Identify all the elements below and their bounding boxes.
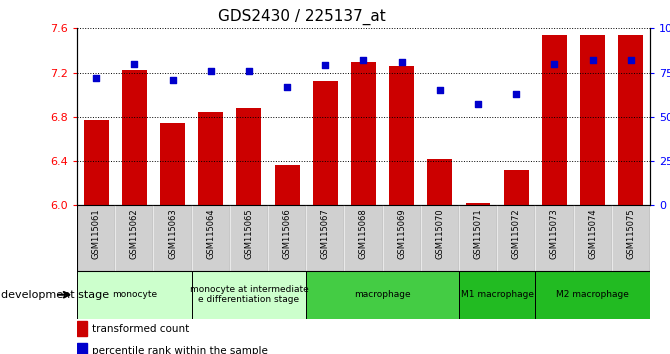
Bar xyxy=(459,271,535,319)
Bar xyxy=(459,205,497,271)
Bar xyxy=(542,35,567,205)
Bar xyxy=(618,35,643,205)
Text: GSM115073: GSM115073 xyxy=(550,209,559,259)
Point xyxy=(435,87,446,93)
Bar xyxy=(237,108,261,205)
Point xyxy=(397,59,407,65)
Bar xyxy=(153,205,192,271)
Text: macrophage: macrophage xyxy=(354,290,411,299)
Text: M2 macrophage: M2 macrophage xyxy=(556,290,629,299)
Point xyxy=(473,102,484,107)
Point xyxy=(91,75,102,81)
Bar xyxy=(344,205,383,271)
Bar xyxy=(198,113,223,205)
Bar xyxy=(275,166,299,205)
Text: GSM115071: GSM115071 xyxy=(474,209,482,259)
Point xyxy=(358,57,369,63)
Bar xyxy=(535,205,574,271)
Text: monocyte at intermediate
e differentiation stage: monocyte at intermediate e differentiati… xyxy=(190,285,308,304)
Text: GSM115065: GSM115065 xyxy=(245,209,253,259)
Bar xyxy=(574,205,612,271)
Text: development stage: development stage xyxy=(1,290,109,299)
Point xyxy=(626,57,636,63)
Text: GSM115061: GSM115061 xyxy=(92,209,100,259)
Bar xyxy=(77,271,192,319)
Text: GSM115066: GSM115066 xyxy=(283,209,291,259)
Text: monocyte: monocyte xyxy=(112,290,157,299)
Text: GSM115070: GSM115070 xyxy=(436,209,444,259)
Point xyxy=(282,84,293,90)
Text: GSM115068: GSM115068 xyxy=(359,209,368,259)
Bar xyxy=(77,205,115,271)
Bar xyxy=(535,271,650,319)
Point xyxy=(549,61,560,67)
Point xyxy=(129,61,140,67)
Bar xyxy=(497,205,535,271)
Text: GSM115063: GSM115063 xyxy=(168,209,177,259)
Text: GSM115064: GSM115064 xyxy=(206,209,215,259)
Bar xyxy=(612,205,650,271)
Bar xyxy=(306,271,459,319)
Bar xyxy=(383,205,421,271)
Bar xyxy=(115,205,153,271)
Point xyxy=(320,63,331,68)
Text: GSM115067: GSM115067 xyxy=(321,209,330,259)
Point xyxy=(244,68,255,74)
Bar xyxy=(160,124,185,205)
Bar xyxy=(427,159,452,205)
Bar xyxy=(313,81,338,205)
Text: transformed count: transformed count xyxy=(92,324,189,334)
Bar xyxy=(268,205,306,271)
Bar xyxy=(192,205,230,271)
Point xyxy=(206,68,216,74)
Text: GDS2430 / 225137_at: GDS2430 / 225137_at xyxy=(218,9,385,25)
Bar xyxy=(421,205,459,271)
Text: GSM115069: GSM115069 xyxy=(397,209,406,259)
Text: GSM115072: GSM115072 xyxy=(512,209,521,259)
Point xyxy=(588,57,598,63)
Text: M1 macrophage: M1 macrophage xyxy=(461,290,533,299)
Text: GSM115075: GSM115075 xyxy=(626,209,635,259)
Bar xyxy=(230,205,268,271)
Text: percentile rank within the sample: percentile rank within the sample xyxy=(92,346,268,354)
Bar xyxy=(389,66,414,205)
Bar xyxy=(122,70,147,205)
Bar xyxy=(466,203,490,205)
Point xyxy=(168,77,178,82)
Bar xyxy=(192,271,306,319)
Text: GSM115074: GSM115074 xyxy=(588,209,597,259)
Bar xyxy=(77,321,87,336)
Bar xyxy=(306,205,344,271)
Text: GSM115062: GSM115062 xyxy=(130,209,139,259)
Bar xyxy=(77,343,87,354)
Bar xyxy=(351,62,376,205)
Bar xyxy=(504,170,529,205)
Bar xyxy=(84,120,109,205)
Bar xyxy=(580,35,605,205)
Point xyxy=(511,91,522,97)
